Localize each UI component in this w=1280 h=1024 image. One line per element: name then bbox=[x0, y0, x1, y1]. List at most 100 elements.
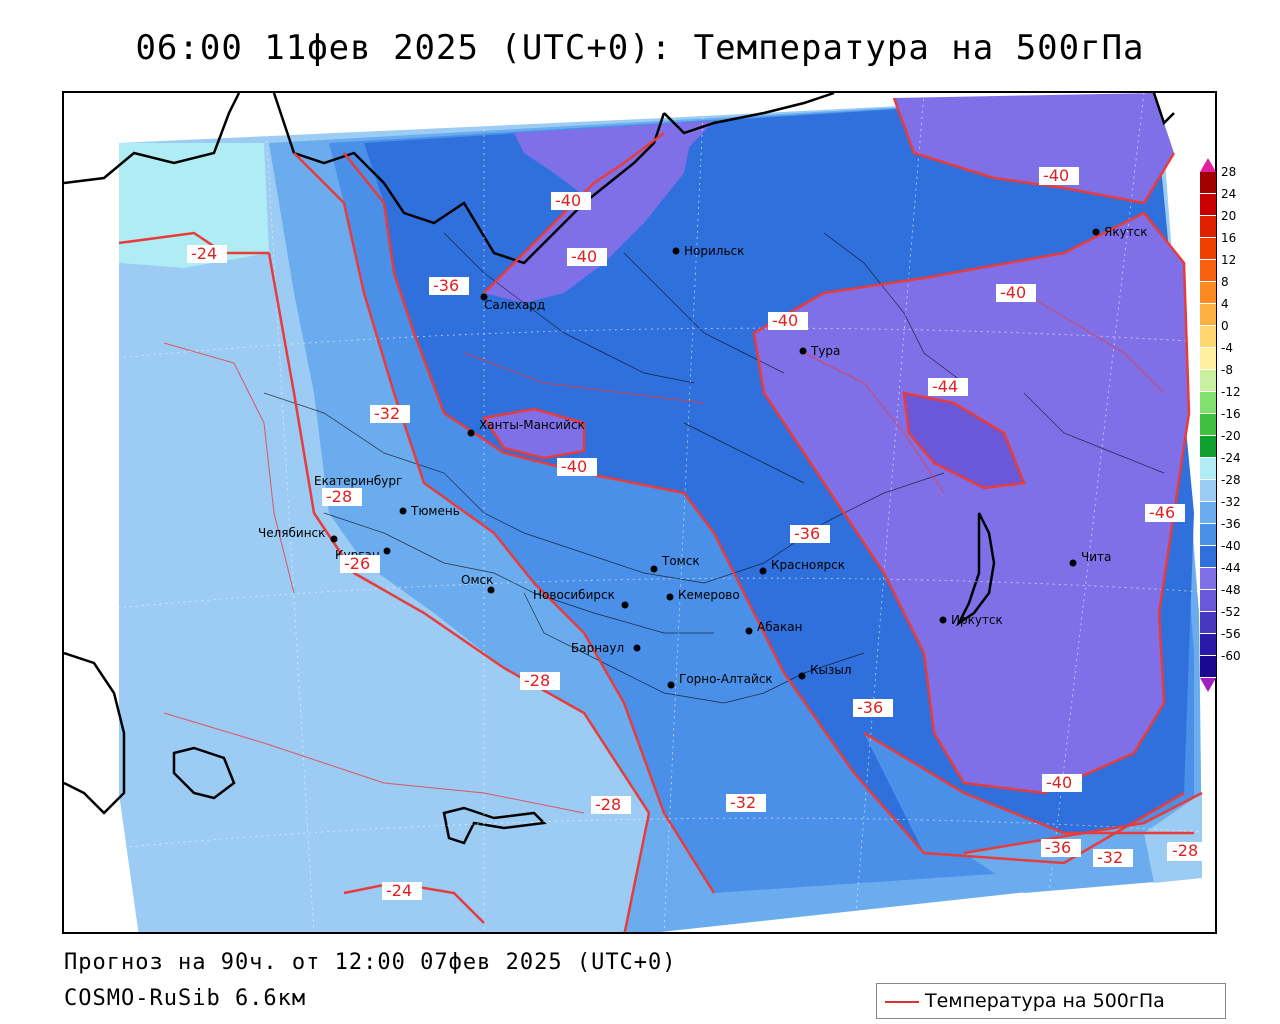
colorbar-top-arrow bbox=[1200, 158, 1216, 172]
city-marker: Горно-Алтайск bbox=[667, 672, 773, 689]
isotherm-m40-north bbox=[892, 97, 1176, 205]
city-marker: Новосибирск bbox=[533, 588, 629, 609]
city-label: Омск bbox=[461, 573, 493, 587]
map-canvas: Салехард Норильск Якутск Тура Ханты-Мансийск… bbox=[64, 93, 1215, 932]
field-m32-se bbox=[964, 793, 1202, 893]
city-label: Томск bbox=[661, 554, 700, 568]
isotherm-label-bg bbox=[551, 192, 591, 210]
isotherm-label-text: -36 bbox=[1045, 838, 1071, 857]
colorbar-tick-label: -4 bbox=[1221, 341, 1233, 355]
city-dot bbox=[745, 627, 753, 635]
city-dot bbox=[399, 507, 407, 515]
colorbar-tick-label: 8 bbox=[1221, 275, 1229, 289]
city-marker: Барнаул bbox=[571, 641, 641, 655]
isotherm-label: -28 bbox=[520, 671, 560, 690]
isotherm-label-bg bbox=[1168, 842, 1208, 860]
city-marker: Красноярск bbox=[759, 558, 845, 575]
city-dot bbox=[939, 616, 947, 624]
coastline-taimyr bbox=[663, 93, 835, 135]
isotherm-label-text: -32 bbox=[374, 404, 400, 423]
isotherm-label-bg bbox=[382, 882, 422, 900]
colorbar-segment bbox=[1200, 634, 1216, 656]
isotherm-label: -40 bbox=[1039, 166, 1079, 185]
isotherm-label-bg bbox=[1042, 774, 1082, 792]
forecast-info: Прогноз на 90ч. от 12:00 07фев 2025 (UTC… bbox=[64, 950, 677, 975]
city-dot bbox=[621, 601, 629, 609]
isotherm-label-text: -36 bbox=[794, 524, 820, 543]
city-marker: Норильск bbox=[672, 244, 744, 258]
city-marker: Чита bbox=[1069, 550, 1111, 567]
colorbar-segment bbox=[1200, 612, 1216, 634]
field-m44-north-yamal bbox=[514, 121, 714, 213]
colorbar-segment bbox=[1200, 260, 1216, 282]
lake-south-west bbox=[172, 746, 236, 800]
legend-line-swatch bbox=[885, 1001, 919, 1003]
city-label: Кемерово bbox=[678, 588, 740, 602]
colorbar-segment bbox=[1200, 194, 1216, 216]
isotherm-label-bg bbox=[591, 796, 631, 814]
city-label: Иркутск bbox=[951, 613, 1003, 627]
isotherm-label: -40 bbox=[996, 283, 1036, 302]
isotherm-label: -28 bbox=[322, 487, 362, 506]
isotherm-label-text: -40 bbox=[561, 457, 587, 476]
city-dot bbox=[633, 644, 641, 652]
isotherm-label-text: -40 bbox=[1000, 283, 1026, 302]
colorbar-segment bbox=[1200, 502, 1216, 524]
colorbar-tick-label: 4 bbox=[1221, 297, 1229, 311]
legend-label: Температура на 500гПа bbox=[925, 990, 1165, 1012]
field-m44-khm bbox=[484, 409, 584, 458]
city-label: Барнаул bbox=[571, 641, 624, 655]
isotherm-label: -40 bbox=[1042, 773, 1082, 792]
isotherm-label: -24 bbox=[382, 881, 422, 900]
colorbar-tick-label: -36 bbox=[1221, 517, 1241, 531]
city-marker: Ханты-Мансийск bbox=[467, 418, 585, 437]
isotherm-m36-se bbox=[863, 731, 1194, 835]
colorbar-bottom-arrow bbox=[1200, 678, 1216, 692]
colorbar-segment bbox=[1200, 238, 1216, 260]
isotherm-label-text: -36 bbox=[857, 698, 883, 717]
city-label: Горно-Алтайск bbox=[679, 672, 773, 686]
coastline-kara bbox=[64, 93, 666, 265]
city-dot bbox=[667, 681, 675, 689]
city-label: Норильск bbox=[684, 244, 744, 258]
city-dot bbox=[1092, 228, 1100, 236]
colorbar-tick-label: -20 bbox=[1221, 429, 1241, 443]
cities-layer: Салехард Норильск Якутск Тура Ханты-Мансийск… bbox=[258, 225, 1148, 689]
isotherm-m44 bbox=[902, 391, 1026, 490]
isotherm-label-text: -36 bbox=[433, 276, 459, 295]
colorbar-tick-label: 0 bbox=[1221, 319, 1229, 333]
city-label: Абакан bbox=[757, 620, 802, 634]
colorbar-segment bbox=[1200, 524, 1216, 546]
isotherm-label-text: -40 bbox=[571, 247, 597, 266]
city-label: Кызыл bbox=[810, 663, 852, 677]
isotherm-label-text: -28 bbox=[1172, 841, 1198, 860]
colorbar-tick-label: -16 bbox=[1221, 407, 1241, 421]
isotherm-m32 bbox=[293, 152, 716, 894]
isotherm-m28 bbox=[267, 252, 651, 932]
isotherm-label-bg bbox=[726, 794, 766, 812]
colorbar-tick-label: 16 bbox=[1221, 231, 1237, 245]
isotherm-label-text: -44 bbox=[932, 377, 958, 396]
isotherm-label-text: -46 bbox=[1149, 503, 1175, 522]
isotherm-label-text: -32 bbox=[730, 793, 756, 812]
colorbar-segment bbox=[1200, 172, 1216, 194]
colorbar-segment bbox=[1200, 458, 1216, 480]
isotherm-label-bg bbox=[429, 277, 469, 295]
field-m24-west bbox=[119, 143, 204, 243]
isotherm-label-text: -24 bbox=[191, 244, 217, 263]
city-marker: Томск bbox=[650, 554, 700, 573]
colorbar-segment bbox=[1200, 392, 1216, 414]
field-m48 bbox=[904, 393, 1024, 488]
city-dot bbox=[1069, 559, 1077, 567]
isotherm-label-bg bbox=[790, 525, 830, 543]
colorbar-segment bbox=[1200, 282, 1216, 304]
city-label: Тура bbox=[810, 344, 840, 358]
isotherm-label: -46 bbox=[1145, 503, 1185, 522]
isotherm-label-bg bbox=[853, 699, 893, 717]
colorbar-segment bbox=[1200, 590, 1216, 612]
isotherm-m24-s bbox=[343, 881, 485, 924]
isotherm-label-text: -40 bbox=[772, 311, 798, 330]
colorbar-tick-label: -56 bbox=[1221, 627, 1241, 641]
city-marker: Челябинск bbox=[258, 526, 338, 543]
city-marker: Салехард bbox=[480, 293, 545, 312]
